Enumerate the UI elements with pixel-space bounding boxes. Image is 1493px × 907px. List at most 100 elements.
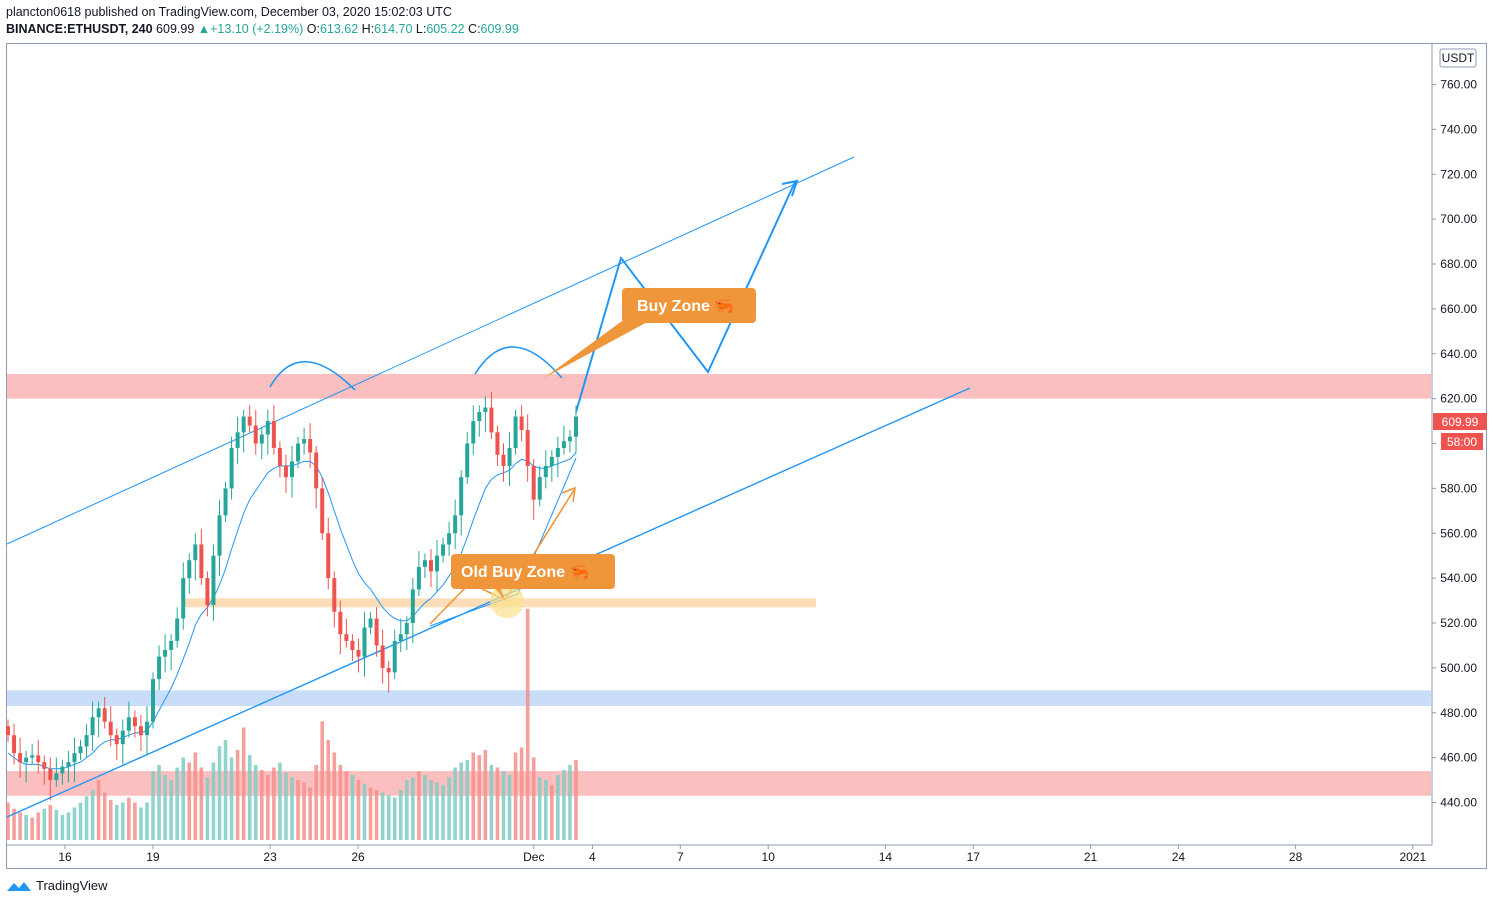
candle-body — [84, 735, 89, 747]
volume-bar — [441, 785, 445, 840]
candle-body — [223, 488, 228, 516]
old-buy-zone-box[interactable] — [451, 554, 615, 589]
price-tick-label: 660.00 — [1440, 302, 1477, 316]
volume-bar — [247, 755, 252, 840]
low-label: L: — [415, 22, 427, 36]
volume-bar — [278, 762, 282, 840]
high-label: H: — [361, 22, 375, 36]
time-tick-label: 28 — [1289, 850, 1303, 864]
candle-body — [235, 432, 240, 448]
candle-body — [283, 465, 288, 478]
price-tick-label: 640.00 — [1440, 347, 1477, 361]
volume-bar — [392, 797, 397, 840]
candle-body — [12, 735, 17, 754]
old-zone-arrowhead[interactable] — [561, 486, 576, 503]
candle-body — [326, 533, 331, 579]
volume-bar — [380, 792, 385, 840]
candle-body — [338, 611, 343, 635]
candle-body — [290, 461, 294, 478]
symbol-name[interactable]: BINANCE:ETHUSDT, 240 — [6, 22, 153, 36]
volume-bar — [411, 777, 415, 840]
time-tick-label: 16 — [58, 850, 72, 864]
candle-body — [181, 578, 186, 619]
candle-body — [247, 416, 252, 426]
volume-bar — [193, 752, 198, 840]
candle-body — [78, 746, 83, 754]
left-shoulder-arc[interactable] — [269, 361, 356, 391]
annotation-layer[interactable]: Buy Zone 🦐 Old Buy Zone 🦐 — [429, 288, 756, 625]
price-tick-label: 740.00 — [1440, 122, 1477, 136]
volume-bar — [108, 800, 113, 840]
price-tick-label: 460.00 — [1440, 751, 1477, 765]
candle-body — [392, 640, 397, 673]
candle-body — [356, 649, 361, 657]
candle-body — [277, 447, 282, 466]
candle-body — [90, 717, 95, 736]
price-tick-label: 700.00 — [1440, 212, 1477, 226]
time-tick-label: 14 — [879, 850, 893, 864]
candle-body — [144, 721, 149, 736]
currency-box[interactable] — [1439, 48, 1477, 68]
price-tick-label: 580.00 — [1440, 481, 1477, 495]
candle-body — [555, 447, 560, 457]
volume-bar — [284, 772, 288, 840]
candle-body — [404, 623, 409, 635]
volume-bar — [223, 740, 228, 840]
price-tick-label: 760.00 — [1440, 78, 1477, 92]
candle-body — [18, 753, 23, 763]
candle-body — [332, 578, 337, 612]
right-shoulder-arc[interactable] — [474, 346, 563, 379]
price-tick-label: 560.00 — [1440, 526, 1477, 540]
buy-zone-box[interactable] — [622, 288, 756, 323]
volume-bar — [368, 787, 373, 840]
chart-frame[interactable] — [6, 43, 1487, 869]
candle-body — [314, 452, 319, 489]
upper-channel-line[interactable] — [6, 156, 855, 545]
candle-body — [217, 515, 222, 556]
candle-body — [513, 416, 518, 448]
candle-body — [471, 421, 476, 444]
candle-body — [193, 544, 198, 561]
volume-bar — [175, 767, 179, 840]
volume-bar — [48, 805, 53, 840]
candle-body — [543, 465, 548, 478]
volume-bar — [429, 780, 433, 840]
volume-bar — [332, 752, 337, 840]
footer-brand: TradingView — [36, 878, 108, 893]
candle-body — [259, 434, 264, 444]
candle-body — [320, 488, 325, 534]
volume-bar — [157, 765, 161, 840]
volume-layer — [6, 608, 578, 840]
volume-bar — [356, 780, 361, 840]
volume-bar — [562, 770, 566, 840]
volume-bar — [96, 780, 101, 840]
volume-bar — [550, 785, 554, 840]
candle-body — [205, 578, 210, 606]
volume-bar — [320, 721, 325, 840]
price-axis[interactable]: 760.00 740.00 720.00 700.00 680.00 660.00 640.… — [1432, 78, 1477, 810]
footer[interactable]: TradingView — [6, 878, 108, 893]
candle-body — [151, 679, 156, 722]
candle-body — [368, 618, 373, 628]
projection-arrowhead[interactable] — [781, 179, 799, 197]
volume-bar — [543, 780, 548, 840]
volume-bar — [465, 760, 470, 840]
candle-body — [495, 432, 500, 455]
old-buy-zone-label: Old Buy Zone 🦐 — [461, 564, 589, 581]
candle-body — [229, 447, 234, 489]
volume-bar — [36, 812, 41, 840]
time-axis[interactable]: 16 19 23 26 Dec 4 7 10 14 17 21 24 28 2021 — [58, 845, 1426, 864]
candle-body — [157, 656, 162, 680]
time-tick-label: 19 — [146, 850, 160, 864]
volume-bar — [217, 746, 222, 840]
time-tick-label: 4 — [589, 850, 596, 864]
candle-body — [102, 708, 107, 722]
close-value: 609.99 — [480, 22, 519, 36]
lower-channel-line[interactable] — [6, 387, 971, 818]
candle-body — [441, 544, 446, 556]
candle-body — [410, 589, 415, 623]
zones-layer — [7, 373, 1431, 796]
volume-bar — [163, 775, 167, 840]
volume-bar — [90, 790, 95, 840]
